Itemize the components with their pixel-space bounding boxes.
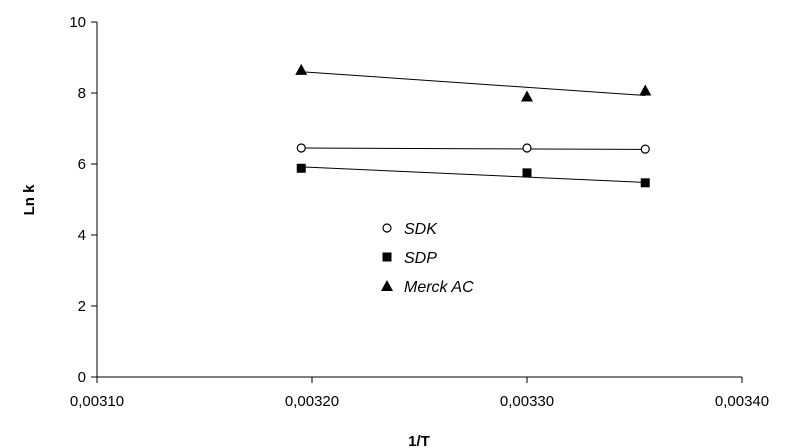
tick-labels: 0 2 4 6 8 10 0,00310 0,00320 0,00330 0,00340 <box>69 14 769 410</box>
y-tick-label: 6 <box>78 156 86 173</box>
x-tick-label: 0,00340 <box>715 393 769 410</box>
y-axis-title: Ln k <box>21 184 38 215</box>
data-points <box>295 63 652 188</box>
data-point-sdp <box>522 168 532 178</box>
x-tick-label: 0,00320 <box>285 393 339 410</box>
axes <box>91 21 743 383</box>
legend-label-merck-ac: Merck AC <box>404 279 474 296</box>
trendline-merck-ac <box>301 71 646 96</box>
x-axis-title: 1/T <box>408 433 430 448</box>
legend-label-sdp: SDP <box>404 250 437 267</box>
legend-marker-sdp <box>382 252 392 262</box>
trendline-sdp <box>301 166 646 183</box>
y-tick-label: 10 <box>69 14 86 31</box>
data-point-merck-ac <box>295 63 308 75</box>
y-tick-label: 4 <box>78 227 86 244</box>
legend-label-sdk: SDK <box>404 221 438 238</box>
trendlines <box>301 71 646 183</box>
data-point-sdk <box>640 144 650 154</box>
y-tick-label: 2 <box>78 298 86 315</box>
data-point-sdp <box>640 178 650 188</box>
data-point-sdp <box>296 163 306 173</box>
legend: SDK SDP Merck AC <box>381 221 474 296</box>
data-point-sdk <box>296 143 306 153</box>
data-point-sdk <box>522 143 532 153</box>
y-tick-label: 0 <box>78 369 86 386</box>
data-point-merck-ac <box>521 90 533 102</box>
trendline-sdk <box>301 147 646 150</box>
x-tick-label: 0,00310 <box>70 393 124 410</box>
y-tick-label: 8 <box>78 85 86 102</box>
legend-marker-merck-ac <box>381 280 393 291</box>
x-tick-label: 0,00330 <box>500 393 554 410</box>
legend-marker-sdk <box>382 223 392 233</box>
data-point-merck-ac <box>639 84 652 96</box>
